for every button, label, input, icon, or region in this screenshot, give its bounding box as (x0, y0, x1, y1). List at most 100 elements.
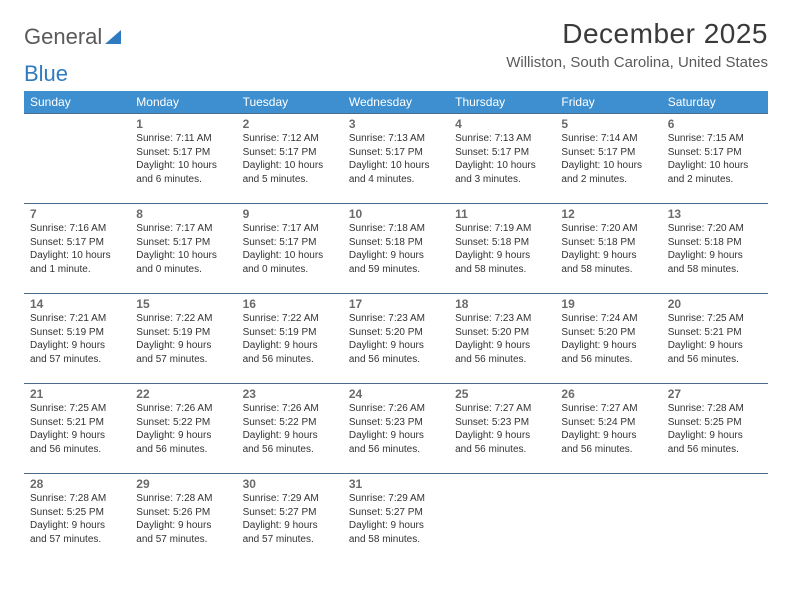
calendar-cell: 3Sunrise: 7:13 AMSunset: 5:17 PMDaylight… (343, 114, 449, 204)
calendar-cell (662, 474, 768, 564)
day-number: 11 (455, 207, 549, 221)
day-info: Sunrise: 7:17 AMSunset: 5:17 PMDaylight:… (136, 222, 230, 276)
day-number: 16 (243, 297, 337, 311)
calendar-cell: 10Sunrise: 7:18 AMSunset: 5:18 PMDayligh… (343, 204, 449, 294)
page-title: December 2025 (506, 18, 768, 50)
calendar-cell: 8Sunrise: 7:17 AMSunset: 5:17 PMDaylight… (130, 204, 236, 294)
day-number: 7 (30, 207, 124, 221)
day-info: Sunrise: 7:26 AMSunset: 5:22 PMDaylight:… (136, 402, 230, 456)
calendar-body: 1Sunrise: 7:11 AMSunset: 5:17 PMDaylight… (24, 114, 768, 564)
calendar-table: SundayMondayTuesdayWednesdayThursdayFrid… (24, 91, 768, 564)
calendar-week-row: 14Sunrise: 7:21 AMSunset: 5:19 PMDayligh… (24, 294, 768, 384)
day-info: Sunrise: 7:17 AMSunset: 5:17 PMDaylight:… (243, 222, 337, 276)
day-number: 18 (455, 297, 549, 311)
day-number: 30 (243, 477, 337, 491)
calendar-cell: 14Sunrise: 7:21 AMSunset: 5:19 PMDayligh… (24, 294, 130, 384)
day-number: 10 (349, 207, 443, 221)
calendar-cell: 6Sunrise: 7:15 AMSunset: 5:17 PMDaylight… (662, 114, 768, 204)
weekday-header: Saturday (662, 91, 768, 114)
day-number: 22 (136, 387, 230, 401)
calendar-cell: 15Sunrise: 7:22 AMSunset: 5:19 PMDayligh… (130, 294, 236, 384)
day-number: 12 (561, 207, 655, 221)
day-number: 27 (668, 387, 762, 401)
day-number: 8 (136, 207, 230, 221)
day-info: Sunrise: 7:19 AMSunset: 5:18 PMDaylight:… (455, 222, 549, 276)
calendar-cell: 28Sunrise: 7:28 AMSunset: 5:25 PMDayligh… (24, 474, 130, 564)
day-number: 1 (136, 117, 230, 131)
calendar-cell: 29Sunrise: 7:28 AMSunset: 5:26 PMDayligh… (130, 474, 236, 564)
calendar-cell: 18Sunrise: 7:23 AMSunset: 5:20 PMDayligh… (449, 294, 555, 384)
day-info: Sunrise: 7:20 AMSunset: 5:18 PMDaylight:… (668, 222, 762, 276)
weekday-header: Thursday (449, 91, 555, 114)
day-number: 31 (349, 477, 443, 491)
sail-icon (105, 30, 121, 44)
calendar-cell: 26Sunrise: 7:27 AMSunset: 5:24 PMDayligh… (555, 384, 661, 474)
calendar-week-row: 21Sunrise: 7:25 AMSunset: 5:21 PMDayligh… (24, 384, 768, 474)
calendar-cell: 2Sunrise: 7:12 AMSunset: 5:17 PMDaylight… (237, 114, 343, 204)
day-info: Sunrise: 7:15 AMSunset: 5:17 PMDaylight:… (668, 132, 762, 186)
calendar-cell: 27Sunrise: 7:28 AMSunset: 5:25 PMDayligh… (662, 384, 768, 474)
calendar-cell: 25Sunrise: 7:27 AMSunset: 5:23 PMDayligh… (449, 384, 555, 474)
weekday-header: Sunday (24, 91, 130, 114)
day-number: 15 (136, 297, 230, 311)
brand-logo: General (24, 18, 121, 50)
calendar-cell: 4Sunrise: 7:13 AMSunset: 5:17 PMDaylight… (449, 114, 555, 204)
calendar-cell: 9Sunrise: 7:17 AMSunset: 5:17 PMDaylight… (237, 204, 343, 294)
calendar-cell: 5Sunrise: 7:14 AMSunset: 5:17 PMDaylight… (555, 114, 661, 204)
weekday-header: Tuesday (237, 91, 343, 114)
calendar-cell: 17Sunrise: 7:23 AMSunset: 5:20 PMDayligh… (343, 294, 449, 384)
day-info: Sunrise: 7:28 AMSunset: 5:25 PMDaylight:… (30, 492, 124, 546)
day-number: 9 (243, 207, 337, 221)
calendar-cell: 23Sunrise: 7:26 AMSunset: 5:22 PMDayligh… (237, 384, 343, 474)
day-info: Sunrise: 7:14 AMSunset: 5:17 PMDaylight:… (561, 132, 655, 186)
calendar-cell: 24Sunrise: 7:26 AMSunset: 5:23 PMDayligh… (343, 384, 449, 474)
day-info: Sunrise: 7:26 AMSunset: 5:22 PMDaylight:… (243, 402, 337, 456)
calendar-head: SundayMondayTuesdayWednesdayThursdayFrid… (24, 91, 768, 114)
day-number: 19 (561, 297, 655, 311)
day-number: 13 (668, 207, 762, 221)
calendar-cell: 11Sunrise: 7:19 AMSunset: 5:18 PMDayligh… (449, 204, 555, 294)
day-info: Sunrise: 7:16 AMSunset: 5:17 PMDaylight:… (30, 222, 124, 276)
day-number: 25 (455, 387, 549, 401)
day-info: Sunrise: 7:13 AMSunset: 5:17 PMDaylight:… (349, 132, 443, 186)
calendar-cell: 21Sunrise: 7:25 AMSunset: 5:21 PMDayligh… (24, 384, 130, 474)
calendar-cell: 22Sunrise: 7:26 AMSunset: 5:22 PMDayligh… (130, 384, 236, 474)
day-number: 14 (30, 297, 124, 311)
calendar-week-row: 28Sunrise: 7:28 AMSunset: 5:25 PMDayligh… (24, 474, 768, 564)
day-info: Sunrise: 7:20 AMSunset: 5:18 PMDaylight:… (561, 222, 655, 276)
calendar-cell: 13Sunrise: 7:20 AMSunset: 5:18 PMDayligh… (662, 204, 768, 294)
day-number: 26 (561, 387, 655, 401)
brand-part1: General (24, 24, 102, 50)
calendar-cell: 1Sunrise: 7:11 AMSunset: 5:17 PMDaylight… (130, 114, 236, 204)
calendar-cell: 16Sunrise: 7:22 AMSunset: 5:19 PMDayligh… (237, 294, 343, 384)
calendar-cell: 19Sunrise: 7:24 AMSunset: 5:20 PMDayligh… (555, 294, 661, 384)
calendar-cell: 12Sunrise: 7:20 AMSunset: 5:18 PMDayligh… (555, 204, 661, 294)
calendar-week-row: 7Sunrise: 7:16 AMSunset: 5:17 PMDaylight… (24, 204, 768, 294)
day-number: 4 (455, 117, 549, 131)
day-info: Sunrise: 7:13 AMSunset: 5:17 PMDaylight:… (455, 132, 549, 186)
page: General December 2025 Williston, South C… (0, 0, 792, 574)
day-number: 20 (668, 297, 762, 311)
day-info: Sunrise: 7:22 AMSunset: 5:19 PMDaylight:… (136, 312, 230, 366)
weekday-row: SundayMondayTuesdayWednesdayThursdayFrid… (24, 91, 768, 114)
day-info: Sunrise: 7:24 AMSunset: 5:20 PMDaylight:… (561, 312, 655, 366)
calendar-cell (555, 474, 661, 564)
day-info: Sunrise: 7:23 AMSunset: 5:20 PMDaylight:… (349, 312, 443, 366)
day-info: Sunrise: 7:27 AMSunset: 5:23 PMDaylight:… (455, 402, 549, 456)
day-info: Sunrise: 7:21 AMSunset: 5:19 PMDaylight:… (30, 312, 124, 366)
calendar-week-row: 1Sunrise: 7:11 AMSunset: 5:17 PMDaylight… (24, 114, 768, 204)
day-info: Sunrise: 7:11 AMSunset: 5:17 PMDaylight:… (136, 132, 230, 186)
title-block: December 2025 Williston, South Carolina,… (506, 18, 768, 71)
day-number: 2 (243, 117, 337, 131)
calendar-cell: 7Sunrise: 7:16 AMSunset: 5:17 PMDaylight… (24, 204, 130, 294)
day-number: 24 (349, 387, 443, 401)
day-number: 28 (30, 477, 124, 491)
day-number: 29 (136, 477, 230, 491)
day-info: Sunrise: 7:25 AMSunset: 5:21 PMDaylight:… (30, 402, 124, 456)
day-info: Sunrise: 7:23 AMSunset: 5:20 PMDaylight:… (455, 312, 549, 366)
day-info: Sunrise: 7:18 AMSunset: 5:18 PMDaylight:… (349, 222, 443, 276)
calendar-cell (24, 114, 130, 204)
weekday-header: Monday (130, 91, 236, 114)
day-info: Sunrise: 7:25 AMSunset: 5:21 PMDaylight:… (668, 312, 762, 366)
day-info: Sunrise: 7:12 AMSunset: 5:17 PMDaylight:… (243, 132, 337, 186)
